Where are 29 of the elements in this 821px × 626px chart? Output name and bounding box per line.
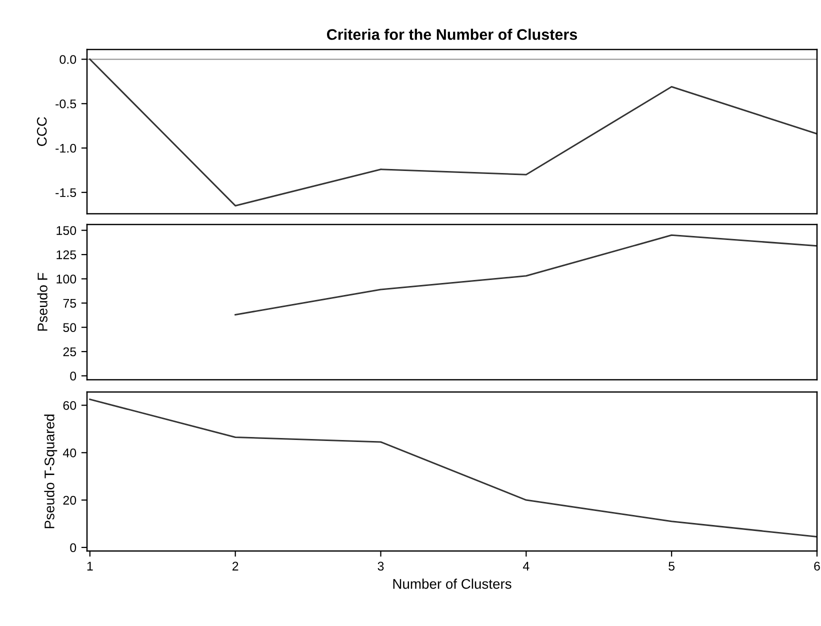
line-series bbox=[89, 58, 817, 206]
y-tick-label: 40 bbox=[62, 448, 76, 458]
y-tick-label: 0 bbox=[70, 543, 76, 552]
y-axis-title: Pseudo T-Squared bbox=[44, 414, 58, 528]
chart-title: Criteria for the Number of Clusters bbox=[326, 28, 578, 40]
x-tick-label: 1 bbox=[87, 562, 93, 570]
y-tick-label: 25 bbox=[63, 347, 76, 356]
y-tick-label: 100 bbox=[56, 274, 76, 284]
y-tick-label: -1.0 bbox=[56, 144, 76, 153]
x-tick-label: 2 bbox=[232, 562, 238, 570]
x-axis-title: Number of Clusters bbox=[393, 578, 512, 589]
x-tick-label: 3 bbox=[378, 562, 384, 571]
x-tick-label: 4 bbox=[522, 562, 530, 570]
x-tick-label: 5 bbox=[668, 562, 675, 571]
y-tick-label: 150 bbox=[56, 226, 76, 235]
y-tick-label: 0 bbox=[70, 372, 76, 380]
y-tick-label: -0.5 bbox=[56, 99, 76, 108]
y-axis-title: CCC bbox=[36, 117, 47, 146]
y-tick-label: 0.0 bbox=[60, 55, 76, 64]
y-tick-label: -1.5 bbox=[56, 188, 76, 198]
y-axis-title: Pseudo F bbox=[37, 272, 48, 331]
line-series bbox=[234, 234, 817, 316]
line-series bbox=[89, 398, 817, 538]
y-tick-label: 50 bbox=[63, 323, 76, 332]
y-tick-label: 125 bbox=[56, 250, 76, 260]
y-tick-label: 60 bbox=[63, 401, 76, 410]
y-tick-label: 75 bbox=[63, 299, 76, 308]
y-tick-label: 20 bbox=[63, 496, 76, 505]
x-tick-label: 6 bbox=[814, 562, 820, 571]
